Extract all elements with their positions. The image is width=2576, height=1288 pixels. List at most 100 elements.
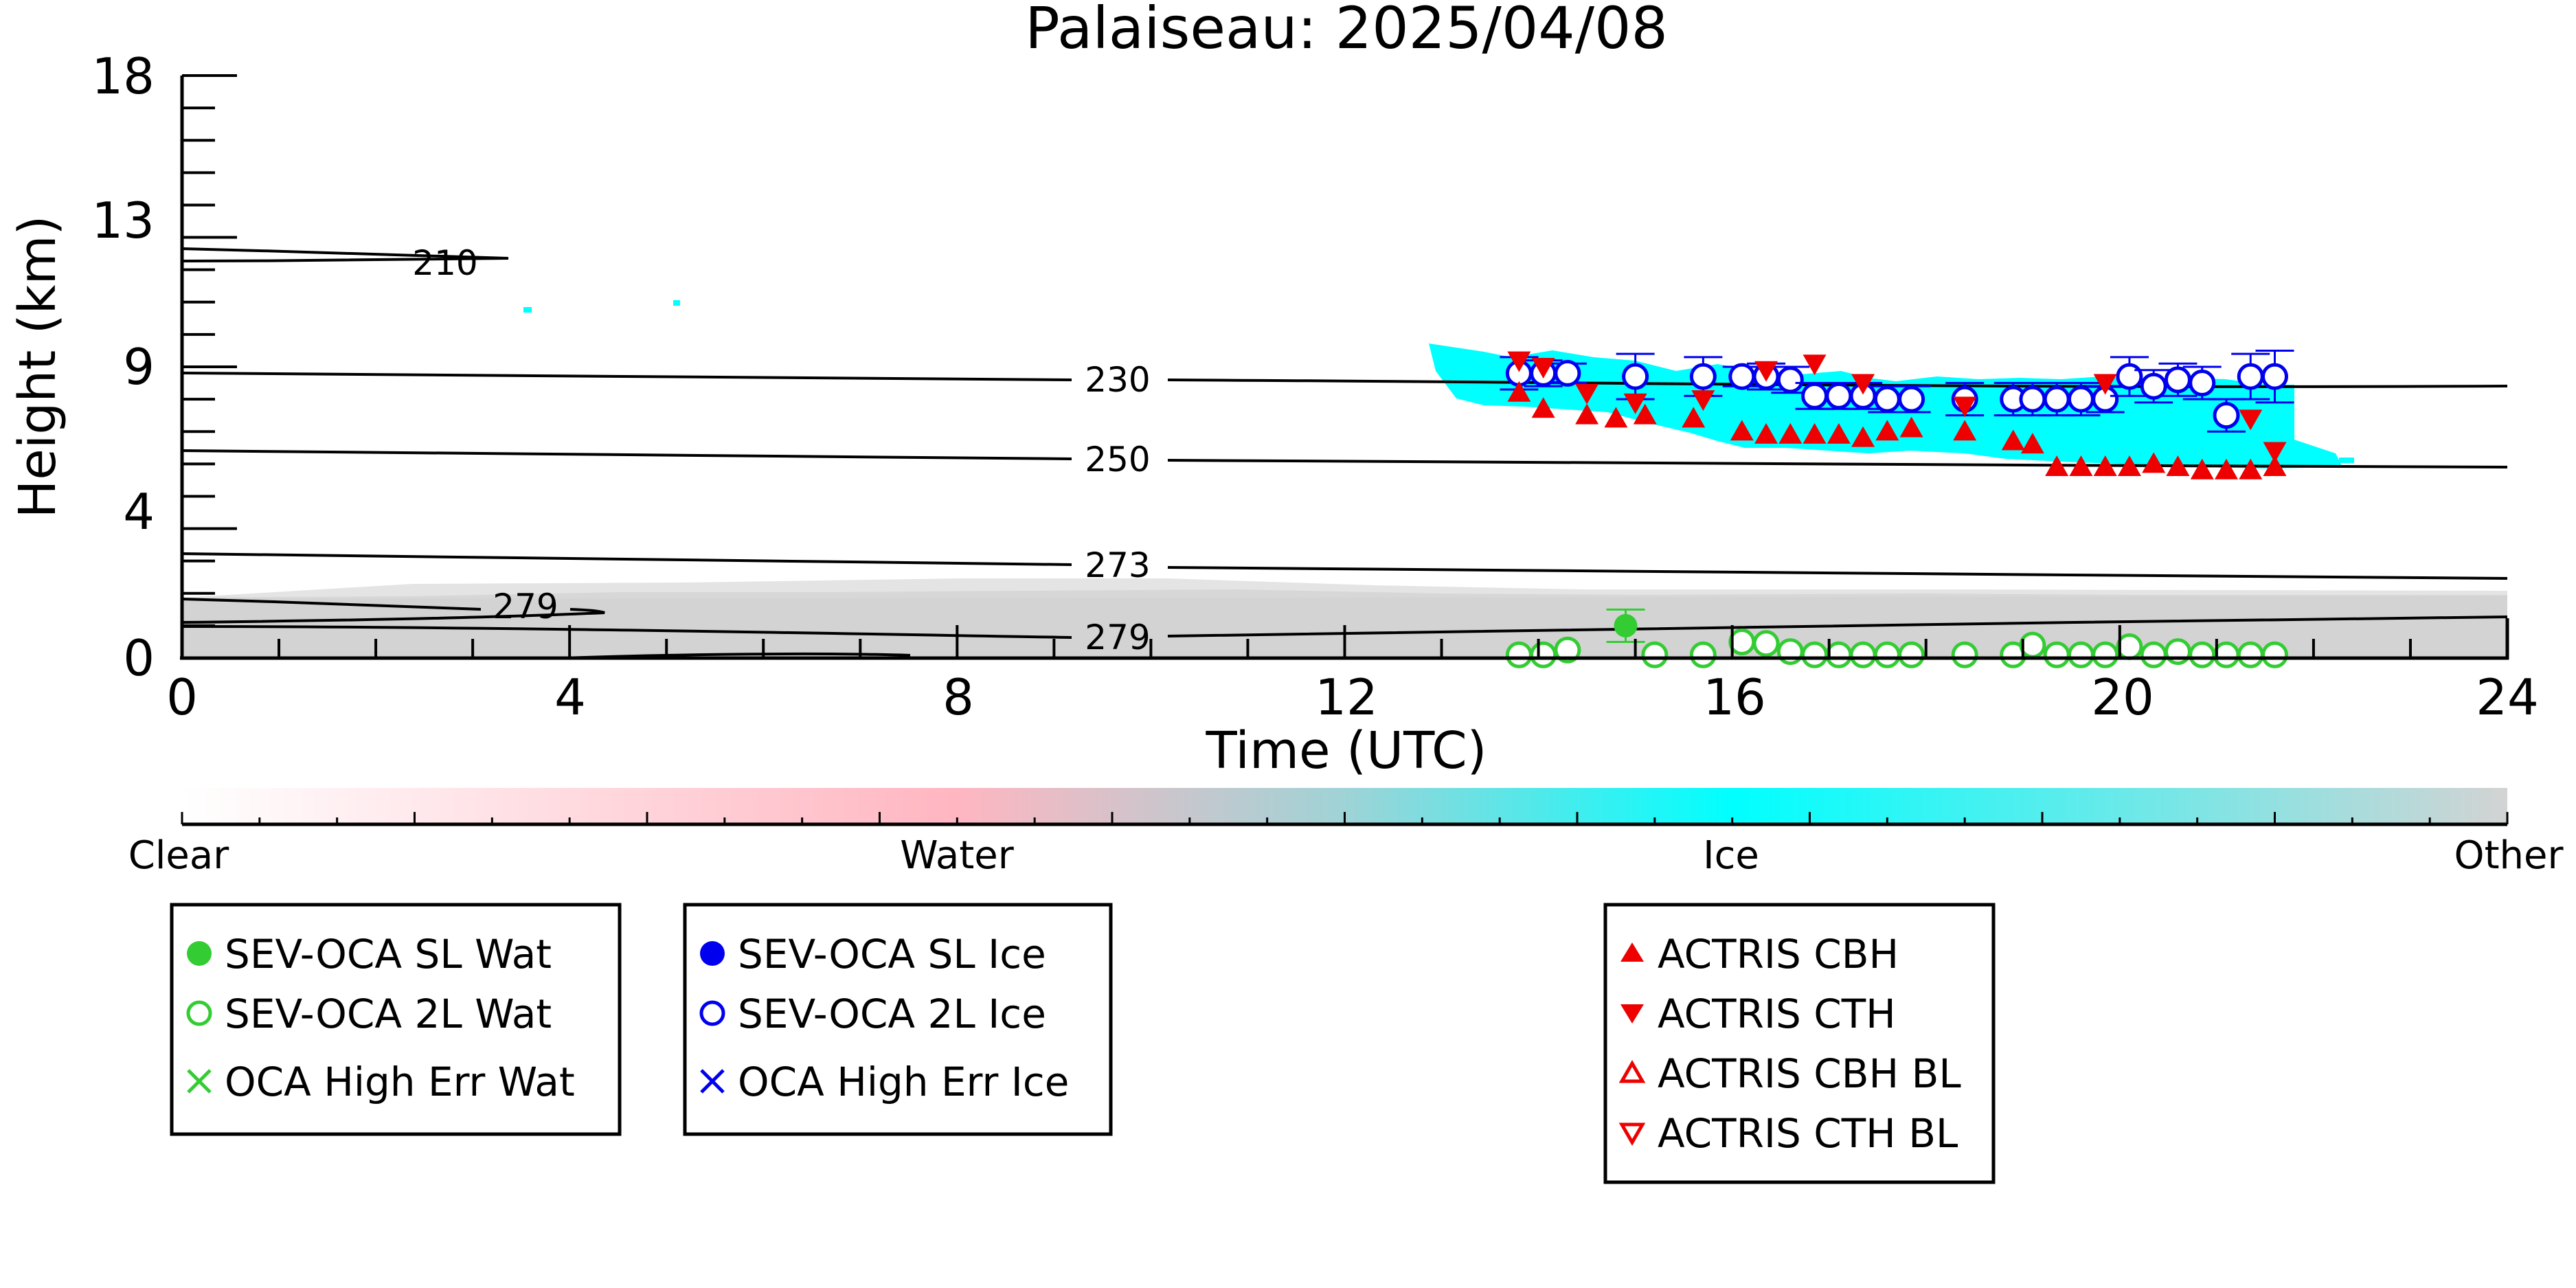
y-axis-label: Height (km) xyxy=(8,216,67,519)
marker-open-circle xyxy=(2213,641,2240,668)
marker-open-circle xyxy=(2189,641,2216,668)
data-point xyxy=(2001,429,2025,451)
marker-triangle-up xyxy=(1604,407,1628,428)
marker-open-circle xyxy=(1898,385,1925,413)
marker-triangle-up xyxy=(1803,422,1827,444)
data-point xyxy=(2189,641,2216,668)
marker-filled-circle xyxy=(1614,613,1638,637)
data-point xyxy=(2142,452,2166,473)
marker-open-circle xyxy=(2261,363,2288,390)
axes xyxy=(180,76,2509,660)
ice-speck xyxy=(673,300,680,306)
data-point xyxy=(1892,385,1931,414)
marker-open-circle xyxy=(1728,363,1756,390)
data-point xyxy=(1691,390,1715,411)
legend-marker-filled-circle xyxy=(700,941,725,966)
contour-210 xyxy=(181,247,509,262)
data-point xyxy=(2166,455,2190,477)
data-point xyxy=(1951,641,1978,668)
marker-triangle-down xyxy=(1691,390,1715,411)
legend-label: SEV-OCA 2L Wat xyxy=(225,991,552,1037)
data-point xyxy=(1548,359,1587,387)
legend-label: ACTRIS CTH xyxy=(1658,991,1896,1037)
y-tick-label: 13 xyxy=(91,192,155,249)
marker-triangle-up xyxy=(1682,407,1706,428)
marker-open-circle xyxy=(1689,641,1717,668)
legend-label: SEV-OCA SL Wat xyxy=(225,931,552,978)
marker-triangle-up xyxy=(1633,403,1657,425)
y-tick-label: 4 xyxy=(123,483,155,541)
marker-triangle-up xyxy=(2045,455,2069,477)
data-point xyxy=(2093,455,2117,477)
marker-open-circle xyxy=(1873,385,1901,413)
data-point xyxy=(2067,641,2094,668)
contour-label: 279 xyxy=(1085,618,1150,657)
data-point xyxy=(1754,361,1778,382)
ice-speck xyxy=(2339,457,2354,463)
marker-open-circle xyxy=(1801,641,1829,668)
marker-triangle-down xyxy=(1531,358,1555,379)
data-marks xyxy=(1500,349,2294,668)
marker-triangle-up xyxy=(1851,426,1875,447)
y-tick-label: 0 xyxy=(123,629,155,687)
marker-triangle-up xyxy=(2166,455,2190,477)
data-point xyxy=(2045,455,2069,477)
marker-triangle-up xyxy=(1875,420,1899,441)
data-point xyxy=(2019,631,2046,659)
data-point xyxy=(1606,608,1645,643)
data-point xyxy=(2263,455,2287,477)
data-point xyxy=(1771,365,1810,394)
contour-279-upper xyxy=(181,598,605,624)
marker-open-circle xyxy=(2067,385,2094,413)
data-point xyxy=(2213,641,2240,668)
legend-frame xyxy=(170,903,622,1136)
data-point xyxy=(2116,633,2143,661)
data-point xyxy=(1531,397,1555,418)
data-point xyxy=(1993,382,2033,417)
marker-triangle-up xyxy=(2069,455,2093,477)
y-tick-label: 9 xyxy=(123,338,155,396)
x-tick-label: 12 xyxy=(1315,668,1378,726)
y-tick-labels: 0 4 9 13 18 xyxy=(91,47,155,687)
marker-open-circle xyxy=(2019,385,2046,413)
marker-open-circle xyxy=(2140,641,2167,668)
marker-open-circle xyxy=(2092,641,2119,668)
chart-title: Palaiseau: 2025/04/08 xyxy=(1025,0,1668,62)
data-point xyxy=(1505,641,1533,668)
marker-open-circle xyxy=(1951,641,1978,668)
legend-label: OCA High Err Ice xyxy=(738,1059,1069,1105)
legend-marker-triangle-up xyxy=(1620,942,1644,962)
marker-open-circle xyxy=(2237,641,2264,668)
marker-open-circle xyxy=(1554,636,1581,664)
marker-triangle-down xyxy=(1803,354,1827,376)
marker-triangle-up xyxy=(1953,420,1977,441)
marker-triangle-down xyxy=(1623,393,1647,414)
data-point xyxy=(1689,641,1717,668)
marker-open-circle xyxy=(1849,641,1877,668)
x-tick-label: 24 xyxy=(2476,668,2539,726)
colorbar-label: Other xyxy=(2454,833,2564,878)
data-point xyxy=(1531,358,1555,379)
marker-open-circle xyxy=(1801,382,1829,409)
legend-marker-open-circle xyxy=(699,1000,725,1026)
legend-marker-triangle-down xyxy=(1620,1004,1644,1024)
contour-labels: 210 230 250 273 279 279 xyxy=(412,243,1150,657)
contour-label: 279 xyxy=(493,587,558,626)
data-point xyxy=(2182,365,2222,400)
marker-triangle-up xyxy=(2263,455,2287,477)
data-point xyxy=(1641,641,1669,668)
legend-label: ACTRIS CTH BL xyxy=(1658,1110,1958,1157)
marker-triangle-up xyxy=(1754,422,1778,444)
data-point xyxy=(1604,407,1628,428)
x-axis-label: Time (UTC) xyxy=(1205,721,1487,780)
marker-triangle-up xyxy=(1827,422,1851,444)
data-point xyxy=(1803,422,1827,444)
data-point xyxy=(2255,349,2294,404)
marker-triangle-down xyxy=(1754,361,1778,382)
marker-triangle-up xyxy=(2117,455,2141,477)
legend-ice: SEV-OCA SL Ice SEV-OCA 2L Ice OCA High E… xyxy=(683,903,1113,1136)
marker-open-circle xyxy=(1622,363,1649,390)
marker-triangle-up xyxy=(2239,458,2263,479)
marker-triangle-up xyxy=(2093,455,2117,477)
data-point xyxy=(1754,422,1778,444)
